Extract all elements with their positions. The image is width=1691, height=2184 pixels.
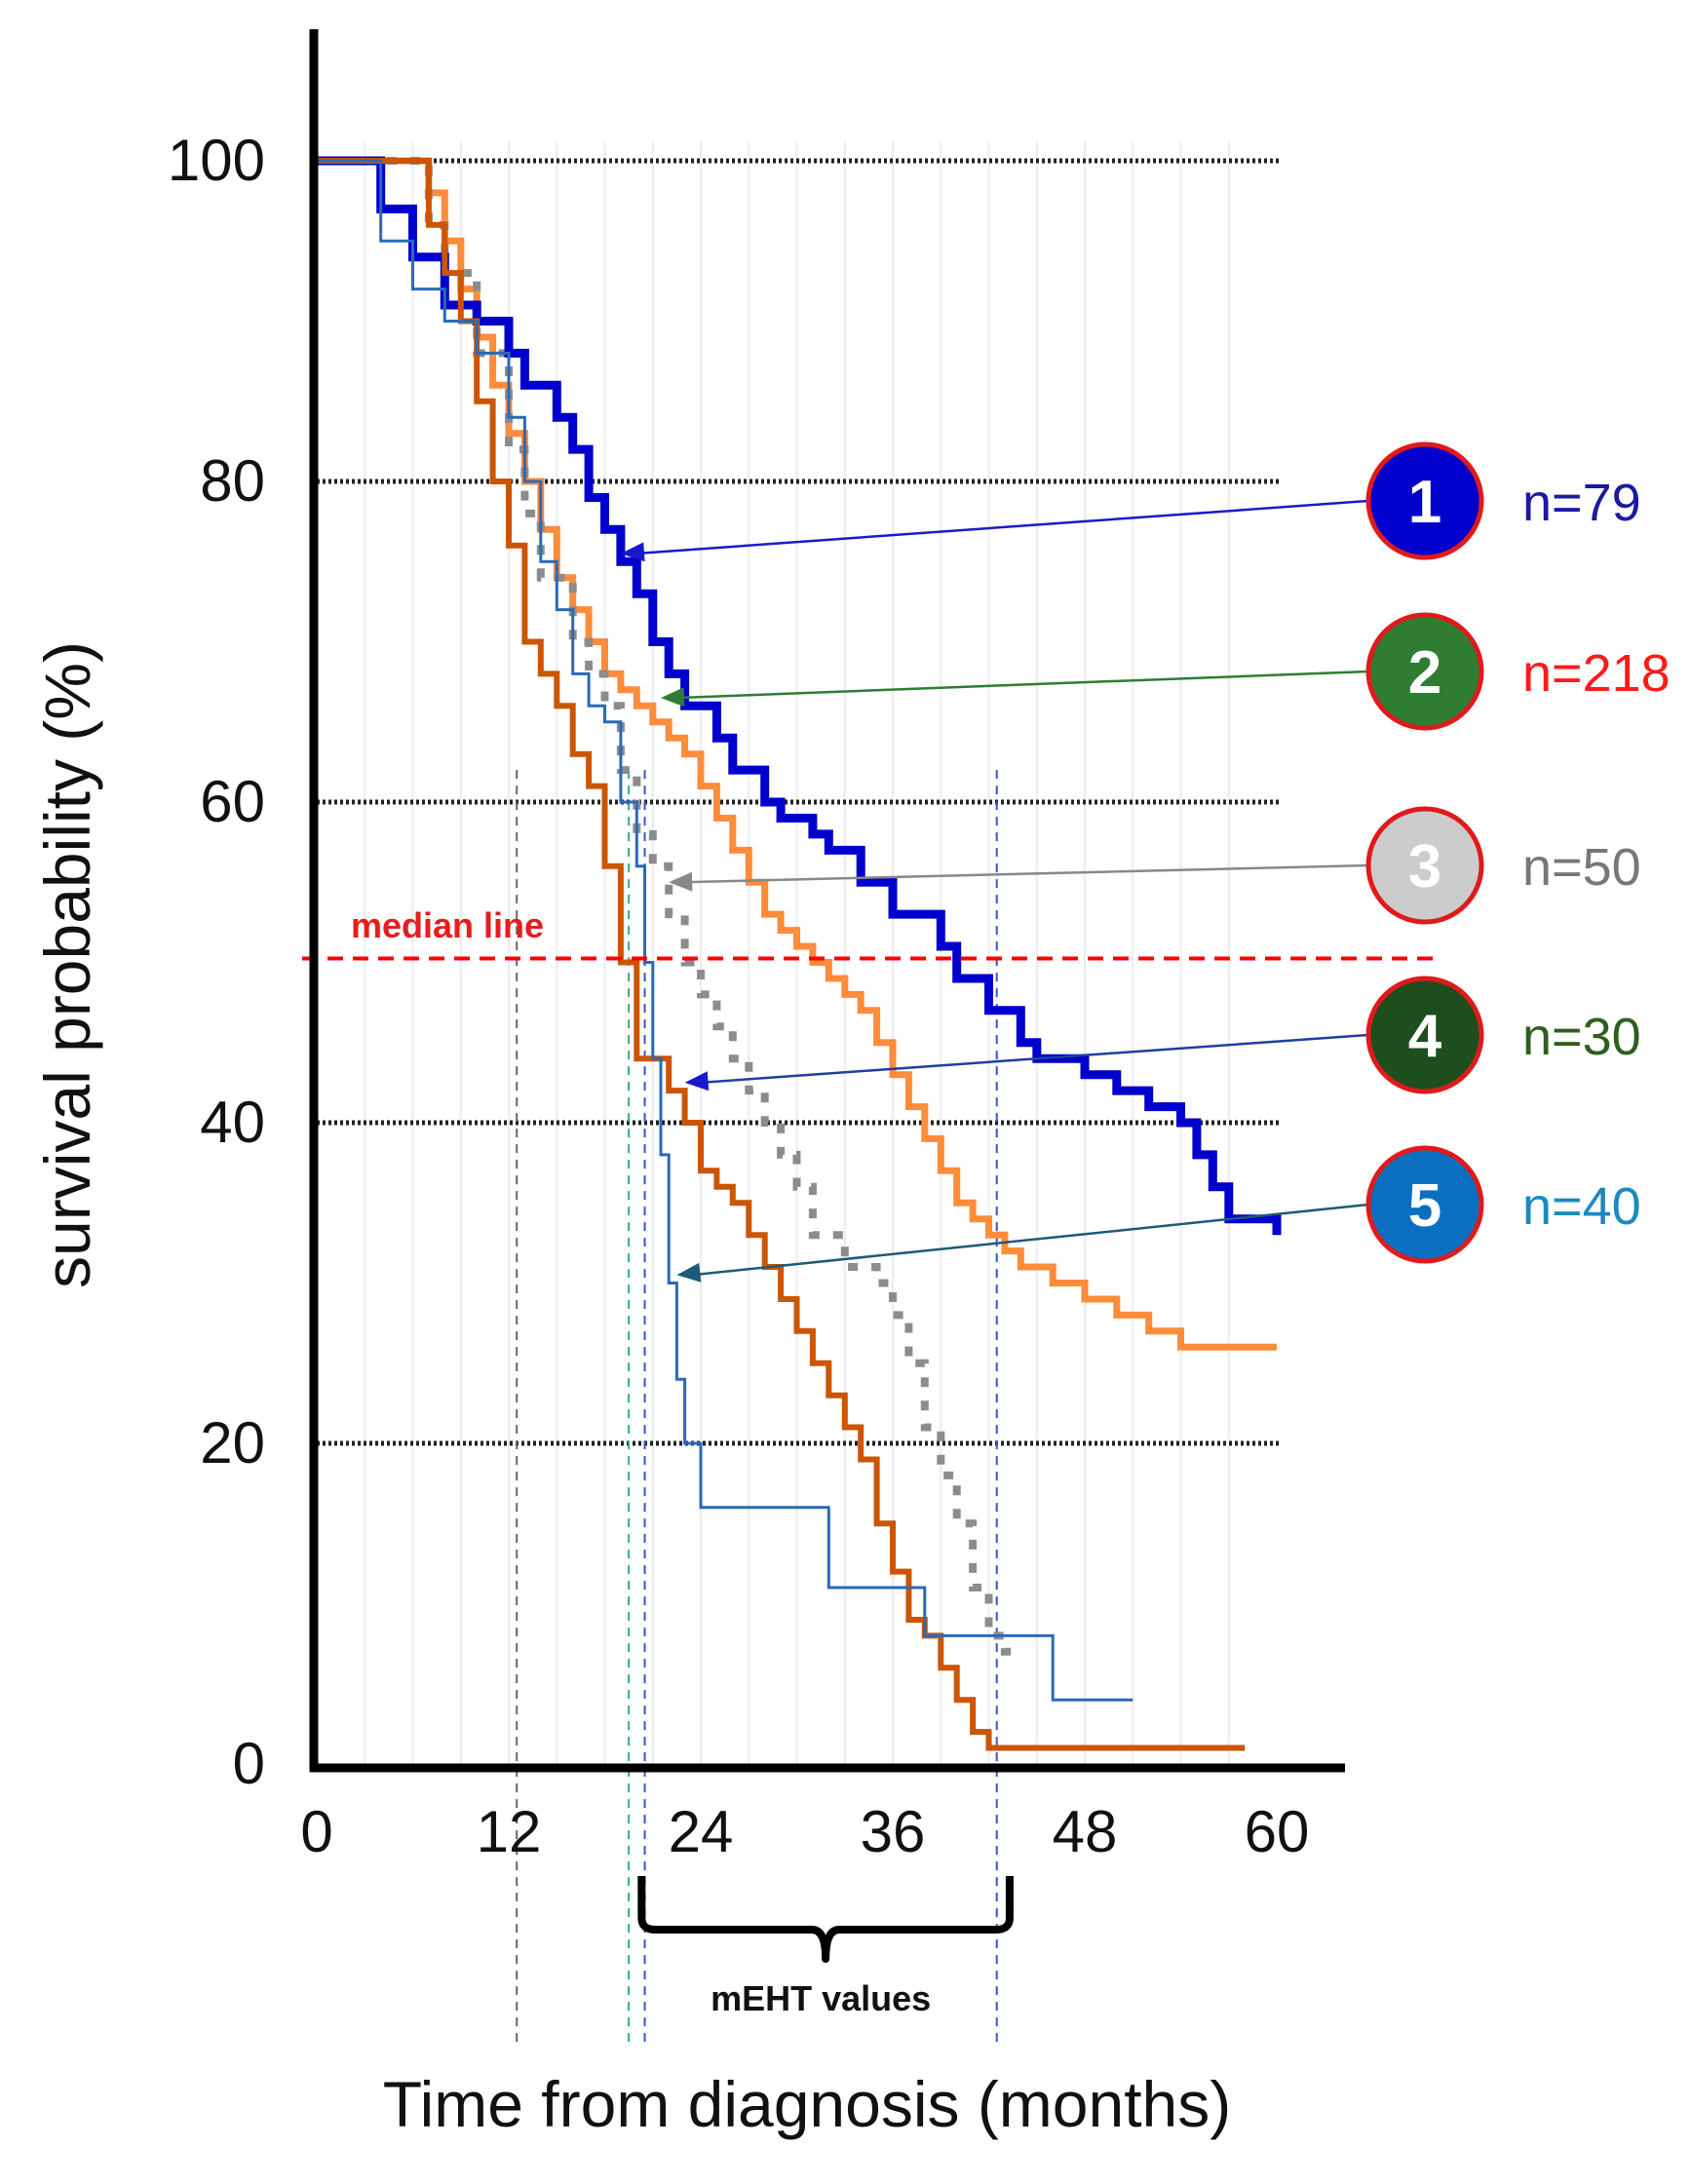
y-tick-label: 20 <box>200 1410 265 1475</box>
series-2-badge-number: 2 <box>1408 639 1441 707</box>
series-4-badge <box>1365 976 1484 1094</box>
series-5-n-label: n=40 <box>1522 1177 1641 1236</box>
y-axis-title: survival probability (%) <box>31 641 103 1288</box>
series-5-badge-number: 5 <box>1408 1172 1441 1240</box>
x-axis-title: Time from diagnosis (months) <box>383 2068 1231 2140</box>
series-1-n-label: n=79 <box>1522 474 1641 532</box>
y-tick-label: 0 <box>233 1731 265 1796</box>
series-badges: 1 n=79 2 n=218 3 n=50 4 n=30 5 n=40 <box>1365 441 1671 1264</box>
x-tick-label: 24 <box>669 1799 734 1864</box>
y-tick-label: 100 <box>168 128 265 193</box>
series-4-n-label: n=30 <box>1522 1008 1641 1066</box>
series-2-n-label: n=218 <box>1522 644 1671 703</box>
reference-verticals <box>516 770 998 2047</box>
series-1-badge-number: 1 <box>1408 469 1441 536</box>
series-3-badge-number: 3 <box>1408 833 1441 900</box>
series-1-badge <box>1365 441 1484 560</box>
x-tick-labels: 0 12 24 36 48 60 <box>300 1799 1309 1864</box>
series-1-arrow-shaft <box>635 499 1369 556</box>
series-4-arrow-shaft <box>700 1033 1369 1085</box>
series-2-arrow-head <box>661 687 685 708</box>
x-tick-label: 36 <box>861 1799 926 1864</box>
y-tick-label: 80 <box>200 448 265 514</box>
x-tick-label: 48 <box>1053 1799 1118 1864</box>
series-3-n-label: n=50 <box>1522 838 1641 897</box>
series-2-arrow-shaft <box>675 670 1369 700</box>
series-4-arrow-head <box>684 1071 710 1092</box>
bracket-label: mEHT values <box>711 1978 931 2018</box>
series-3-curve <box>317 157 1021 1656</box>
y-tick-label: 40 <box>200 1090 265 1155</box>
y-tick-label: 60 <box>200 769 265 834</box>
series-5-arrow-shaft <box>692 1203 1369 1277</box>
series-4-curve <box>317 158 1246 1751</box>
x-tick-label: 60 <box>1245 1799 1310 1864</box>
median-line-group: median line <box>302 905 1442 961</box>
series-arrows <box>620 499 1369 1283</box>
axes <box>309 29 1345 1773</box>
x-tick-label: 0 <box>300 1799 332 1864</box>
series-3-arrow-shaft <box>684 863 1369 884</box>
bracket-brace <box>637 1876 1014 1963</box>
meht-bracket: mEHT values <box>637 1876 1014 2018</box>
survival-curves <box>317 156 1282 1751</box>
horizontal-gridlines <box>317 158 1279 1446</box>
median-line-label: median line <box>351 905 544 945</box>
vertical-grid <box>364 141 1230 1764</box>
y-tick-labels: 0 20 40 60 80 100 <box>168 128 265 1796</box>
series-5-arrow-head <box>676 1262 702 1283</box>
series-3-badge <box>1365 806 1484 925</box>
x-tick-label: 12 <box>477 1799 542 1864</box>
series-1-arrow-head <box>620 542 645 562</box>
series-4-badge-number: 4 <box>1408 1003 1442 1070</box>
series-1-curve <box>317 156 1282 1236</box>
series-5-curve <box>317 159 1134 1702</box>
series-3-arrow-head <box>669 871 693 892</box>
series-5-badge <box>1365 1145 1484 1264</box>
series-2-badge <box>1365 612 1484 731</box>
